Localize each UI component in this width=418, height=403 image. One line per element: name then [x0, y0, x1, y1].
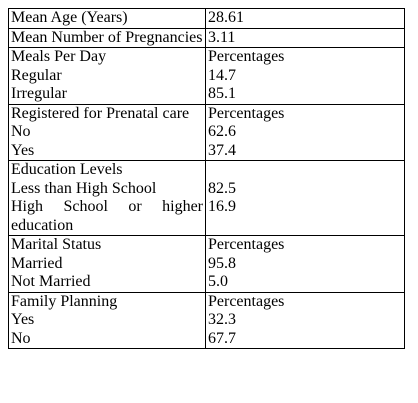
cell-label: Irregular [11, 85, 67, 102]
cell-label: Education Levels [11, 161, 123, 178]
cell-label: No [11, 123, 31, 140]
label-cell: Marital Status Married Not Married [8, 235, 206, 293]
cell-label: Mean Age (Years) [11, 9, 128, 26]
table-body: Mean Age (Years) 28.61 Mean Number of Preg… [8, 8, 405, 349]
cell-label: Registered for Prenatal care [11, 104, 190, 122]
value-cell: Percentages 95.8 5.0 [205, 235, 405, 293]
cell-value: 14.7 [208, 66, 236, 84]
cell-value: 95.8 [208, 254, 236, 272]
value-cell: 3.11 [205, 27, 405, 48]
cell-value: 62.6 [208, 123, 236, 140]
label-cell: Mean Age (Years) [8, 8, 206, 29]
value-cell: 28.61 [205, 8, 405, 29]
cell-label: Married [11, 254, 63, 272]
cell-value: 32.3 [208, 311, 236, 328]
cell-value: 28.61 [208, 9, 244, 26]
label-cell: Education Levels Less than High School Hig… [8, 160, 206, 236]
table-row: Education Levels Less than High School Hig… [8, 160, 405, 236]
cell-value [208, 161, 402, 180]
data-table: Mean Age (Years) 28.61 Mean Number of Preg… [8, 8, 405, 349]
cell-label: Regular [11, 66, 62, 84]
cell-value: 67.7 [208, 329, 236, 347]
value-cell: 82.5 16.9 [205, 160, 405, 236]
table-row: Marital Status Married Not Married Percenta… [8, 235, 405, 293]
cell-label: Mean Number of Pregnancies [11, 28, 203, 46]
table-row: Mean Age (Years) 28.61 [8, 8, 405, 29]
cell-label: High School or higher education [11, 198, 203, 234]
cell-value: 82.5 [208, 179, 236, 197]
table-row: Registered for Prenatal care No Yes Percent… [8, 103, 405, 161]
value-cell: Percentages 32.3 67.7 [205, 291, 405, 349]
label-cell: Meals Per Day Regular Irregular [8, 47, 206, 105]
label-cell: Mean Number of Pregnancies [8, 27, 206, 48]
cell-label: No [11, 329, 31, 347]
cell-value: Percentages [208, 104, 285, 122]
label-cell: Family Planning Yes No [8, 291, 206, 349]
cell-label: Less than High School [11, 179, 157, 197]
cell-label: Yes [11, 311, 35, 328]
cell-value: 85.1 [208, 85, 236, 102]
table-row: Family Planning Yes No Percentages 32.3 67.7 [8, 291, 405, 349]
cell-value: 5.0 [208, 273, 228, 290]
table-row: Mean Number of Pregnancies 3.11 [8, 27, 405, 48]
cell-value: 37.4 [208, 141, 236, 159]
cell-value: Percentages [208, 292, 285, 310]
cell-label: Marital Status [11, 236, 102, 253]
table-row: Meals Per Day Regular Irregular Percentages… [8, 47, 405, 105]
value-cell: Percentages 14.7 85.1 [205, 47, 405, 105]
cell-value: 16.9 [208, 198, 236, 215]
cell-value: Percentages [208, 48, 285, 65]
cell-label: Family Planning [11, 292, 118, 310]
cell-value: 3.11 [208, 28, 236, 46]
label-cell: Registered for Prenatal care No Yes [8, 103, 206, 161]
cell-label: Yes [11, 141, 35, 159]
cell-label: Meals Per Day [11, 48, 107, 65]
cell-label: Not Married [11, 273, 91, 290]
cell-value: Percentages [208, 236, 285, 253]
value-cell: Percentages 62.6 37.4 [205, 103, 405, 161]
